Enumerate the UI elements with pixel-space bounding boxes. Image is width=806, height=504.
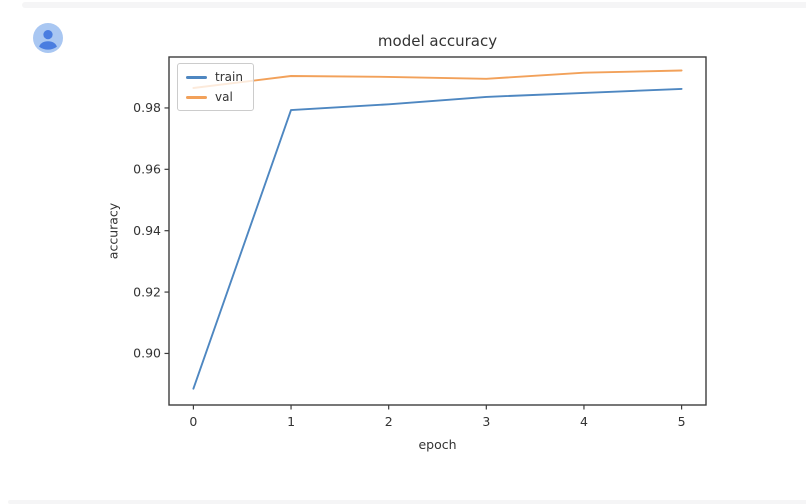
y-tick-label: 0.94 (133, 223, 161, 238)
chart-legend: train val (177, 63, 254, 111)
y-tick-label: 0.92 (133, 284, 161, 299)
legend-label: val (215, 90, 233, 104)
top-edge-divider (22, 2, 806, 8)
y-tick-label: 0.98 (133, 100, 161, 115)
legend-item-val: val (186, 90, 243, 104)
legend-item-train: train (186, 70, 243, 84)
train-line (192, 87, 683, 390)
chart-title: model accuracy (377, 32, 498, 50)
legend-label: train (215, 70, 243, 84)
y-axis-label: accuracy (105, 202, 121, 260)
x-tick-label: 4 (580, 414, 588, 429)
person-icon (33, 23, 63, 53)
x-tick-label: 5 (678, 414, 686, 429)
x-tick-label: 0 (189, 414, 197, 429)
x-axis-label: epoch (418, 437, 457, 452)
val-line (192, 69, 683, 89)
x-tick-label: 3 (482, 414, 490, 429)
val-line-swatch (186, 95, 207, 99)
y-tick-label: 0.96 (133, 162, 161, 177)
bottom-edge-divider (8, 500, 806, 504)
y-tick-label: 0.90 (133, 346, 161, 361)
user-avatar (33, 23, 63, 53)
train-line-swatch (186, 75, 207, 79)
x-tick-label: 1 (287, 414, 295, 429)
x-tick-label: 2 (385, 414, 393, 429)
